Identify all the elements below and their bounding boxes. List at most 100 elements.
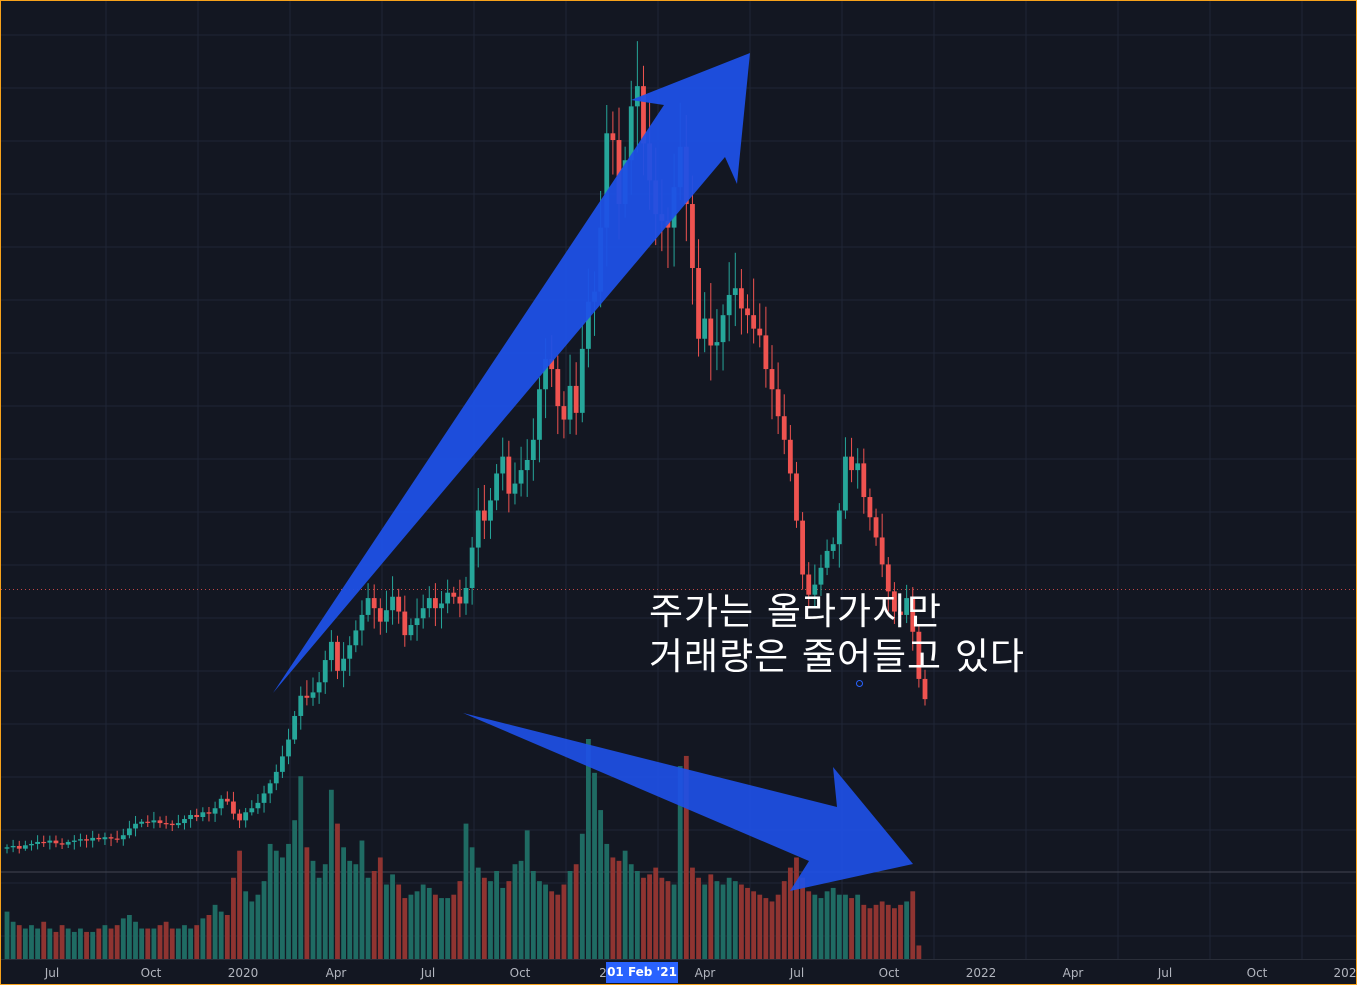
candle-body (751, 315, 757, 329)
volume-bar (224, 915, 230, 959)
candle-body (200, 812, 206, 818)
volume-bar (647, 874, 652, 959)
candle-body (353, 630, 359, 646)
x-tick-label: Oct (879, 966, 900, 980)
candle-body (145, 821, 151, 823)
candle-body (71, 840, 77, 842)
volume-bar (659, 877, 665, 959)
volume-bar (114, 925, 120, 959)
volume-bar (316, 877, 322, 959)
candle-body (408, 625, 414, 636)
candle-body (127, 828, 132, 836)
volume-bar (702, 884, 708, 959)
volume-bar (414, 891, 420, 959)
candle-body (16, 845, 22, 849)
candle-body (702, 318, 708, 339)
candle-body (763, 335, 769, 370)
candle-body (885, 564, 891, 592)
candle-body (879, 537, 885, 565)
candle-body (494, 473, 499, 501)
volume-bar (518, 860, 524, 959)
candle-body (157, 820, 163, 824)
candle-body (806, 574, 812, 595)
candle-body (537, 389, 542, 440)
candle-body (53, 840, 59, 844)
volume-bar (457, 881, 463, 959)
candle-body (231, 801, 236, 814)
volume-bar (102, 925, 108, 959)
candle-body (469, 547, 475, 588)
candle-body (843, 456, 848, 511)
down-volume-arrow (463, 713, 913, 891)
candle-body (335, 641, 340, 671)
volume-bar (396, 884, 402, 959)
volume-bar (237, 850, 242, 959)
annotation-line-2: 거래량은 줄어들고 있다 (649, 635, 1025, 678)
candle-body (488, 500, 493, 521)
volume-bar (249, 901, 255, 959)
volume-bar (200, 918, 206, 959)
volume-bar (757, 894, 763, 959)
candle-body (280, 756, 285, 772)
candle-body (634, 86, 640, 107)
volume-bar (469, 847, 475, 959)
text-anchor-handle[interactable] (856, 680, 863, 687)
candle-body (904, 598, 910, 615)
candle-body (22, 845, 28, 849)
annotation-text[interactable]: 주가는 올라가지만 거래량은 줄어들고 있다 (649, 589, 1025, 679)
volume-bar (598, 810, 604, 959)
volume-bar (322, 864, 328, 959)
candle-body (139, 821, 145, 824)
candle-body (714, 342, 720, 346)
x-tick-label: Apr (1063, 966, 1084, 980)
candle-body (567, 385, 573, 420)
candle-body (769, 369, 775, 390)
candle-body (341, 658, 346, 671)
volume-bar (586, 739, 591, 959)
candle-body (10, 845, 16, 848)
volume-bar (10, 921, 16, 959)
volume-bar (849, 898, 854, 959)
volume-bar (451, 894, 457, 959)
candle-body (616, 140, 622, 205)
candle-body (47, 840, 53, 843)
candle-body (188, 814, 193, 820)
x-tick-label: 2022 (966, 966, 997, 980)
volume-bar (677, 766, 683, 959)
candle-body (696, 268, 701, 339)
volume-bar (488, 881, 493, 959)
volume-bar (739, 884, 744, 959)
candle-body (84, 839, 89, 841)
volume-bar (500, 887, 506, 959)
candle-body (133, 823, 138, 829)
volume-bar (420, 884, 426, 959)
volume-bar (4, 911, 10, 959)
candle-body (426, 598, 432, 609)
volume-bar (35, 928, 40, 959)
candle-body (237, 813, 242, 821)
candle-body (4, 847, 10, 849)
candle-body (212, 808, 218, 814)
volume-bar (212, 904, 218, 959)
candle-body (384, 610, 389, 622)
volume-bar (861, 904, 867, 959)
volume-bar (763, 898, 769, 959)
candle-body (530, 439, 536, 460)
volume-bar (426, 887, 432, 959)
volume-bar (867, 908, 873, 959)
x-tick-label: Jul (420, 966, 435, 980)
candle-body (855, 463, 861, 471)
x-tick-label: 2 (599, 966, 607, 980)
volume-bar (916, 945, 922, 959)
candle-body (243, 812, 249, 821)
candle-body (873, 517, 879, 538)
candle-body (249, 808, 255, 813)
volume-bar (787, 867, 793, 959)
candle-body (41, 841, 47, 844)
volume-bar (127, 915, 132, 959)
volume-bar (800, 877, 805, 959)
volume-bar (665, 881, 671, 959)
candle-body (120, 835, 126, 840)
